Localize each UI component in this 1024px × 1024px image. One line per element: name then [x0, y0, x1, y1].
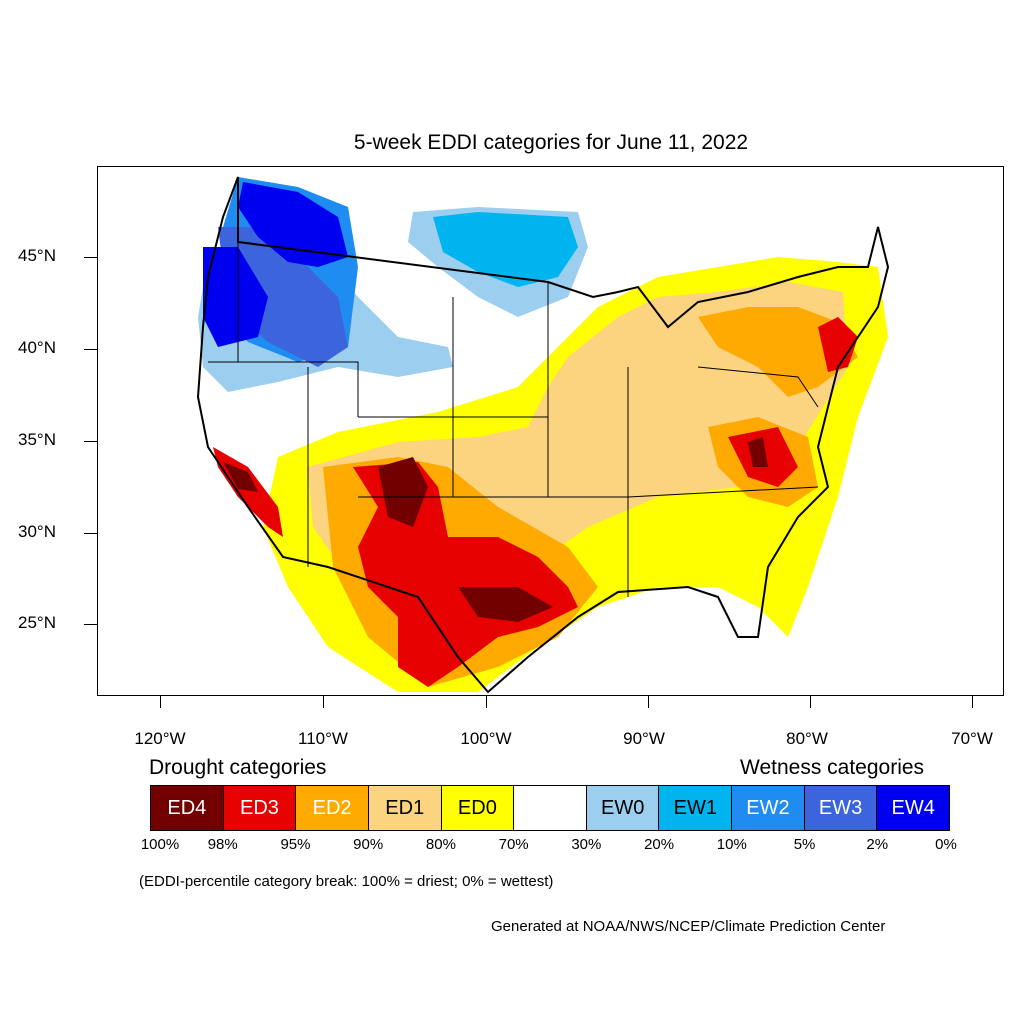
credit-line: Generated at NOAA/NWS/NCEP/Climate Predi…	[491, 918, 886, 935]
category-break-note: (EDDI-percentile category break: 100% = …	[139, 873, 554, 890]
lat-label-30: 30°N	[18, 522, 56, 541]
legend-cell-ed4: ED4	[151, 786, 224, 830]
legend-cell-ed2: ED2	[296, 786, 369, 830]
lon-tick-80	[810, 696, 811, 708]
ew4-region-nw	[238, 182, 348, 267]
percentile-break-label: 100%	[140, 836, 180, 853]
percentile-break-label: 90%	[353, 836, 384, 853]
lat-tick-40	[84, 349, 97, 350]
lat-tick-25	[84, 624, 97, 625]
lat-label-25: 25°N	[18, 613, 56, 632]
lon-label-80: 80°W	[786, 729, 828, 748]
lat-label-45: 45°N	[18, 246, 56, 265]
state-line-8	[697, 366, 819, 408]
state-line-2	[208, 361, 359, 417]
lon-tick-100	[486, 696, 487, 708]
lon-label-90: 90°W	[623, 729, 665, 748]
drought-heading: Drought categories	[149, 756, 327, 779]
legend-cell-ed3: ED3	[223, 786, 297, 830]
eddi-map-svg	[196, 176, 890, 694]
percentile-break-label: 30%	[571, 836, 602, 853]
legend-cell-normal	[514, 786, 587, 830]
lon-tick-120	[160, 696, 161, 708]
ew3-region-nw	[218, 227, 348, 367]
legend-bar: ED4 ED3 ED2 ED1 ED0 EW0 EW1 EW2 EW3 EW4	[150, 785, 950, 831]
percentile-break-label: 98%	[207, 836, 238, 853]
ed3-region-ne	[818, 317, 858, 372]
lat-tick-45	[84, 257, 97, 258]
eddi-map	[97, 166, 1004, 696]
lat-label-35: 35°N	[18, 430, 56, 449]
lon-tick-110	[323, 696, 324, 708]
ed2-region-ne	[698, 307, 858, 397]
percentile-break-label: 10%	[716, 836, 747, 853]
us-outline	[196, 176, 890, 694]
percentile-break-label: 5%	[793, 836, 816, 853]
percentile-break-label: 70%	[498, 836, 529, 853]
percentile-break-label: 20%	[644, 836, 675, 853]
ed4-region	[378, 457, 428, 527]
ed4-region-tx	[458, 587, 553, 622]
state-line-7	[627, 486, 819, 498]
wetness-heading: Wetness categories	[740, 756, 925, 779]
legend-cell-ed1: ED1	[368, 786, 442, 830]
legend-cell-ew4: EW4	[877, 786, 950, 830]
ed4-region-appalachia	[748, 437, 768, 467]
legend-cell-ew1: EW1	[659, 786, 733, 830]
ed4-region-ca	[223, 462, 258, 492]
lat-tick-30	[84, 533, 97, 534]
ew4-region-coast	[203, 247, 268, 347]
lon-label-120: 120°W	[134, 729, 186, 748]
lon-label-110: 110°W	[298, 729, 348, 748]
lat-label-40: 40°N	[18, 338, 56, 357]
legend-cell-ew3: EW3	[804, 786, 878, 830]
category-fill-layer	[198, 177, 888, 692]
legend-cell-ew0: EW0	[586, 786, 660, 830]
percentile-break-label: 0%	[935, 836, 957, 853]
percentile-break-label: 2%	[866, 836, 889, 853]
map-title: 5-week EDDI categories for June 11, 2022	[353, 131, 749, 154]
legend-cell-ed0: ED0	[441, 786, 515, 830]
ew1-region-north	[433, 212, 578, 287]
lon-tick-70	[972, 696, 973, 708]
percentile-break-label: 95%	[280, 836, 311, 853]
legend-cell-ew2: EW2	[732, 786, 805, 830]
lon-tick-90	[648, 696, 649, 708]
lon-label-70: 70°W	[951, 729, 993, 748]
percentile-break-label: 80%	[425, 836, 456, 853]
boundary-layer	[196, 176, 890, 694]
lon-label-100: 100°W	[460, 729, 512, 748]
lat-tick-35	[84, 441, 97, 442]
